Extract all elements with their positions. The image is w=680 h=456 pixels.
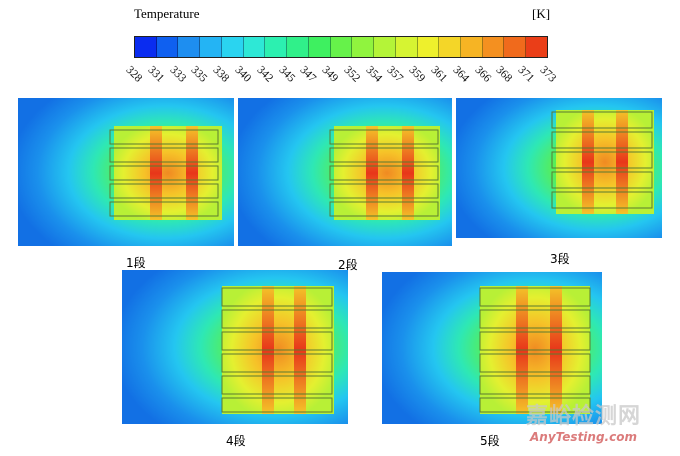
colorbar-segment (135, 37, 157, 57)
legend-unit: [K] (532, 6, 551, 21)
contour-plot-2 (238, 98, 452, 246)
colorbar-segment (374, 37, 396, 57)
colorbar-tick-label: 349 (319, 64, 341, 85)
panel-caption-1: 1段 (126, 256, 146, 270)
colorbar-tick-label: 359 (406, 64, 428, 85)
watermark-cn: 嘉峪检测网 (526, 404, 642, 429)
colorbar-segment (439, 37, 462, 57)
colorbar-tick-label: 345 (276, 64, 297, 85)
colorbar-segment (395, 37, 418, 57)
contour-panel-2 (238, 98, 452, 246)
colorbar-segment (156, 37, 179, 57)
colorbar-tick-label: 371 (515, 64, 537, 85)
contour-panel-5 (382, 272, 602, 424)
panel-caption-5: 5段 (480, 434, 500, 448)
colorbar-tick-label: 364 (450, 64, 472, 85)
colorbar-segment (504, 37, 527, 57)
colorbar-tick-label: 335 (188, 64, 210, 85)
watermark-en: AnyTesting.com (530, 430, 637, 444)
panel-caption-4: 4段 (226, 434, 246, 448)
colorbar-tick-label: 357 (384, 64, 406, 85)
colorbar-segment (308, 37, 331, 57)
colorbar-tick-label: 366 (472, 64, 493, 85)
colorbar-tick-label: 373 (537, 64, 559, 85)
colorbar-tick-label: 352 (341, 64, 363, 85)
colorbar-segment (265, 37, 288, 57)
colorbar-tick-label: 347 (297, 64, 319, 85)
panel-caption-2: 2段 (338, 258, 358, 272)
colorbar-segment (243, 37, 266, 57)
colorbar-tick-label: 340 (232, 64, 254, 85)
contour-plot-4 (122, 270, 348, 424)
colorbar-tick-label: 354 (363, 64, 384, 85)
legend-title: Temperature (134, 6, 200, 21)
colorbar-tick-label: 342 (254, 64, 275, 85)
panel-caption-3: 3段 (550, 252, 570, 266)
contour-plot-3 (456, 98, 662, 238)
colorbar-segment (417, 37, 440, 57)
colorbar-segment (287, 37, 309, 57)
contour-panel-1 (18, 98, 234, 246)
contour-plot-1 (18, 98, 234, 246)
colorbar-segment (352, 37, 375, 57)
colorbar-segment (330, 37, 353, 57)
contour-panel-4 (122, 270, 348, 424)
colorbar-segment (221, 37, 244, 57)
colorbar-segment (526, 37, 547, 57)
colorbar-tick-label: 331 (145, 64, 166, 85)
colorbar-tick-label: 333 (167, 64, 188, 85)
colorbar-segment (200, 37, 222, 57)
colorbar-tick-label: 328 (123, 64, 145, 85)
colorbar-tick-label: 361 (428, 64, 450, 85)
contour-plot-5 (382, 272, 602, 424)
contour-panel-3 (456, 98, 662, 238)
colorbar-segment (482, 37, 505, 57)
colorbar-segment (461, 37, 483, 57)
colorbar-tick-label: 338 (210, 64, 232, 85)
temperature-colorbar (134, 36, 548, 58)
colorbar-tick-label: 368 (493, 64, 515, 85)
colorbar-segment (178, 37, 201, 57)
